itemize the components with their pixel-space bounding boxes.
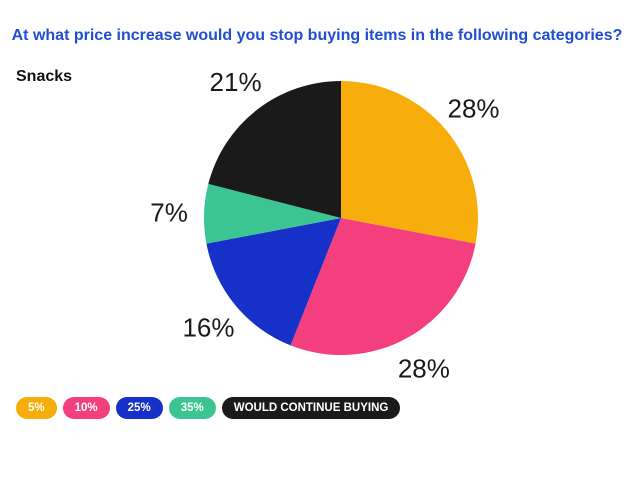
slice-data-label: 7%: [150, 198, 188, 228]
slice-data-label: 28%: [448, 93, 500, 123]
pie-slice: [341, 81, 479, 244]
legend: 5% 10% 25% 35% WOULD CONTINUE BUYING: [16, 397, 401, 419]
pie-slice: [290, 218, 476, 355]
legend-item: 35%: [168, 397, 216, 419]
pie-slice: [208, 81, 341, 218]
pie-slice: [204, 183, 341, 244]
chart-subtitle: Snacks: [16, 68, 73, 85]
pie-slice: [206, 218, 341, 346]
slice-data-label: 21%: [210, 67, 262, 97]
legend-item: 10%: [62, 397, 110, 419]
chart-title: At what price increase would you stop bu…: [11, 27, 623, 44]
slice-data-label: 16%: [182, 313, 234, 343]
legend-item: WOULD CONTINUE BUYING: [221, 397, 401, 419]
legend-item: 25%: [115, 397, 163, 419]
slice-data-label: 28%: [398, 354, 450, 384]
legend-item: 5%: [16, 397, 57, 419]
